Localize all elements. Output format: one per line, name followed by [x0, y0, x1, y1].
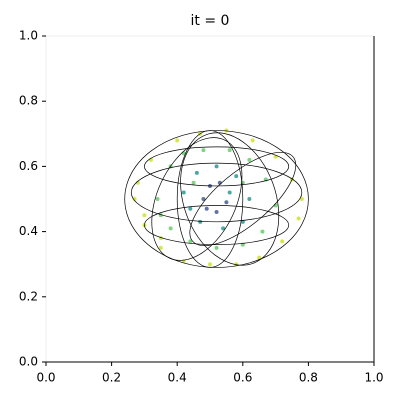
point [201, 148, 206, 153]
ellipse-outline [130, 162, 303, 223]
point [227, 148, 232, 153]
point [280, 239, 285, 244]
chart-title: it = 0 [191, 13, 230, 29]
point [201, 197, 206, 201]
point [204, 206, 209, 211]
y-tick-label: 0.0 [19, 355, 38, 369]
point [155, 197, 160, 201]
point [191, 180, 196, 185]
point [250, 138, 255, 143]
x-tick-label: 0.0 [36, 371, 55, 385]
point [296, 216, 301, 221]
point [158, 245, 163, 250]
point [142, 213, 147, 218]
y-tick-label: 1.0 [19, 29, 38, 43]
point [247, 197, 252, 201]
point [175, 138, 180, 143]
point [221, 226, 226, 231]
x-tick-label: 1.0 [364, 371, 383, 385]
point [224, 200, 229, 205]
point [227, 190, 232, 195]
point [214, 245, 219, 250]
point [234, 174, 239, 179]
point [257, 255, 262, 260]
point [208, 262, 212, 267]
x-tick-label: 0.6 [233, 371, 252, 385]
point [198, 219, 203, 224]
point [181, 190, 186, 195]
point [247, 157, 252, 162]
point [181, 258, 186, 263]
y-tick-label: 0.8 [19, 94, 38, 108]
ellipse-outline [189, 151, 297, 247]
point [194, 170, 199, 175]
y-tick-label: 0.4 [19, 224, 38, 238]
ellipse-outline [144, 146, 290, 187]
x-tick-label: 0.2 [102, 371, 121, 385]
ellipse-outline [180, 132, 280, 266]
ellipse-outline [144, 205, 290, 245]
ellipse-outline [176, 130, 244, 268]
ellipse-outline [151, 137, 243, 261]
x-tick-label: 0.8 [299, 371, 318, 385]
point [214, 210, 219, 215]
ellipse-outline [124, 130, 309, 268]
y-tick-label: 0.6 [19, 159, 38, 173]
x-tick-label: 0.4 [168, 371, 187, 385]
y-tick-label: 0.2 [19, 289, 38, 303]
point [260, 229, 265, 234]
point [214, 164, 219, 169]
point [188, 239, 193, 244]
point [168, 226, 173, 231]
point [188, 206, 193, 211]
